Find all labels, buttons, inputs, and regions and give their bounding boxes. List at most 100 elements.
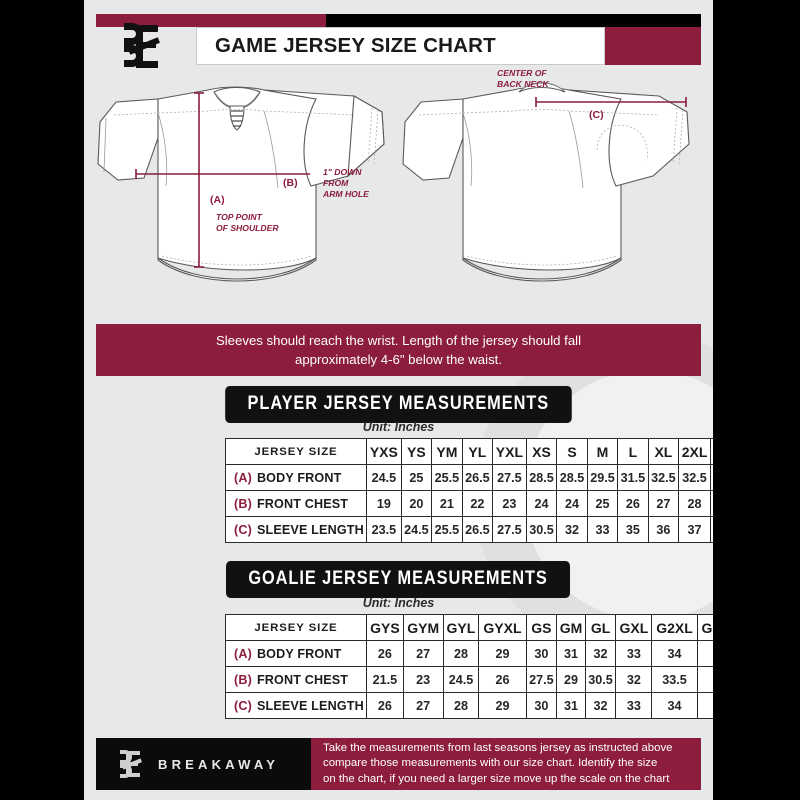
player-row-label-c: (C) SLEEVE LENGTH xyxy=(225,516,367,543)
player-size-col-5: XS xyxy=(525,438,558,465)
goalie-a-v1: 27 xyxy=(402,640,444,667)
goalie-b-v3: 26 xyxy=(478,666,527,693)
page-title: GAME JERSEY SIZE CHART xyxy=(215,34,496,57)
player-b-v11: 29 xyxy=(710,490,713,517)
player-c-v8: 35 xyxy=(617,516,649,543)
goalie-c-v5: 31 xyxy=(556,692,586,719)
goalie-b-v6: 30.5 xyxy=(584,666,617,693)
goalie-c-v1: 27 xyxy=(402,692,444,719)
row-name-a: BODY FRONT xyxy=(256,470,342,485)
player-unit-label: Unit: Inches xyxy=(362,420,435,434)
goalie-measurements-table: JERSEY SIZE GYS GYM GYL GYXL GS GM GL GX… xyxy=(225,614,713,719)
front-label-b: (B) xyxy=(283,177,298,189)
player-c-v11: 38 xyxy=(710,516,713,543)
goalie-size-col-8: G2XL xyxy=(651,614,698,641)
goalie-size-col-1: GYM xyxy=(402,614,444,641)
player-size-col-10: 2XL xyxy=(678,438,711,465)
goalie-a-v9: 35 xyxy=(696,640,713,667)
table-header-row: JERSEY SIZE GYS GYM GYL GYXL GS GM GL GX… xyxy=(225,614,713,641)
front-label-b-note-3: ARM HOLE xyxy=(322,189,369,199)
table-row: (C) SLEEVE LENGTH 23.5 24.5 25.5 26.5 27.… xyxy=(225,516,713,543)
table-row: (C) SLEEVE LENGTH 26 27 28 29 30 31 32 33… xyxy=(225,692,713,719)
table-header-row: JERSEY SIZE YXS YS YM YL YXL XS S M L XL… xyxy=(225,438,713,465)
jersey-diagrams-svg: .jline{fill:#ffffff;stroke:#5a5a5a;strok… xyxy=(97,68,690,282)
goalie-row-label-c: (C) SLEEVE LENGTH xyxy=(225,692,367,719)
header-top-bar xyxy=(96,14,701,27)
header-title-maroon-block xyxy=(605,27,701,65)
goalie-c-v7: 33 xyxy=(615,692,653,719)
player-a-v3: 26.5 xyxy=(461,464,494,491)
goalie-a-v7: 33 xyxy=(615,640,653,667)
player-a-v5: 28.5 xyxy=(525,464,558,491)
player-c-v10: 37 xyxy=(678,516,711,543)
header-logo-cell xyxy=(96,23,196,68)
row-tag-c: (C) xyxy=(234,698,252,713)
footer-message-line-1: Take the measurements from last seasons … xyxy=(323,741,673,754)
player-a-v2: 25.5 xyxy=(431,464,463,491)
player-row-label-b: (B) FRONT CHEST xyxy=(225,490,367,517)
row-tag-b: (B) xyxy=(234,672,252,687)
goalie-size-col-2: GYL xyxy=(442,614,480,641)
goalie-measurements-table-wrap: JERSEY SIZE GYS GYM GYL GYXL GS GM GL GX… xyxy=(225,614,713,719)
goalie-c-v2: 28 xyxy=(442,692,480,719)
goalie-a-v0: 26 xyxy=(366,640,404,667)
back-note-2: BACK NECK xyxy=(497,79,549,89)
footer-message-line-2: compare those measurements with our size… xyxy=(323,757,658,770)
player-row-label-a: (A) BODY FRONT xyxy=(225,464,367,491)
player-a-v0: 24.5 xyxy=(366,464,402,491)
front-label-a-note-1: TOP POINT xyxy=(216,212,263,222)
player-a-v4: 27.5 xyxy=(492,464,527,491)
goalie-unit-label: Unit: Inches xyxy=(362,596,435,610)
goalie-row-label-a: (A) BODY FRONT xyxy=(225,640,367,667)
page-title-box: GAME JERSEY SIZE CHART xyxy=(196,27,605,65)
goalie-section-title-wrap: GOALIE JERSEY MEASUREMENTS xyxy=(96,561,701,598)
goalie-b-v1: 23 xyxy=(402,666,444,693)
table-row: (B) FRONT CHEST 19 20 21 22 23 24 24 25 2… xyxy=(225,490,713,517)
footer-brand-name: BREAKAWAY xyxy=(158,756,280,772)
footer-brand-block: BREAKAWAY xyxy=(96,738,311,790)
goalie-b-v0: 21.5 xyxy=(366,666,404,693)
player-measurements-table-wrap: JERSEY SIZE YXS YS YM YL YXL XS S M L XL… xyxy=(225,438,713,543)
front-label-a-note-2: OF SHOULDER xyxy=(216,223,279,233)
note-line-1: Sleeves should reach the wrist. Length o… xyxy=(215,333,582,348)
collar-laces-icon xyxy=(231,110,243,127)
player-size-col-11: 3XL xyxy=(710,438,713,465)
goalie-b-v9: 35 xyxy=(696,666,713,693)
row-tag-b: (B) xyxy=(234,496,252,511)
footer-instructions: Take the measurements from last seasons … xyxy=(311,738,701,790)
player-a-v9: 32.5 xyxy=(647,464,680,491)
goalie-size-col-6: GL xyxy=(584,614,617,641)
goalie-c-v9: 35 xyxy=(696,692,713,719)
goalie-row-label-b: (B) FRONT CHEST xyxy=(225,666,367,693)
player-size-col-2: YM xyxy=(431,438,463,465)
back-jersey-illustration: (C) CENTER OF BACK NECK xyxy=(402,68,690,282)
player-size-col-8: L xyxy=(617,438,649,465)
player-b-v10: 28 xyxy=(678,490,711,517)
breakaway-b-logo-icon xyxy=(120,750,146,778)
goalie-a-v5: 31 xyxy=(556,640,586,667)
goalie-c-v8: 34 xyxy=(651,692,698,719)
goalie-size-col-5: GM xyxy=(556,614,586,641)
table-row: (A) BODY FRONT 24.5 25 25.5 26.5 27.5 28.… xyxy=(225,464,713,491)
player-b-v8: 26 xyxy=(617,490,649,517)
row-name-b: FRONT CHEST xyxy=(256,496,349,511)
player-a-v7: 29.5 xyxy=(586,464,619,491)
player-c-v4: 27.5 xyxy=(492,516,527,543)
player-c-v0: 23.5 xyxy=(366,516,402,543)
back-label-c: (C) xyxy=(589,109,604,121)
player-b-v9: 27 xyxy=(647,490,680,517)
row-name-a: BODY FRONT xyxy=(256,646,342,661)
table-row: (A) BODY FRONT 26 27 28 29 30 31 32 33 34… xyxy=(225,640,713,667)
player-c-v5: 30.5 xyxy=(525,516,558,543)
front-label-b-note-2: FROM xyxy=(323,178,349,188)
player-c-v1: 24.5 xyxy=(400,516,433,543)
back-note-1: CENTER OF xyxy=(497,68,547,78)
player-b-v7: 25 xyxy=(586,490,619,517)
goalie-a-v4: 30 xyxy=(525,640,558,667)
player-size-col-4: YXL xyxy=(492,438,527,465)
goalie-size-col-0: GYS xyxy=(366,614,404,641)
goalie-c-v4: 30 xyxy=(525,692,558,719)
player-c-v9: 36 xyxy=(647,516,680,543)
player-a-v10: 32.5 xyxy=(678,464,711,491)
front-jersey-illustration: (A) TOP POINT OF SHOULDER (B) 1" DOWN FR… xyxy=(97,86,385,282)
